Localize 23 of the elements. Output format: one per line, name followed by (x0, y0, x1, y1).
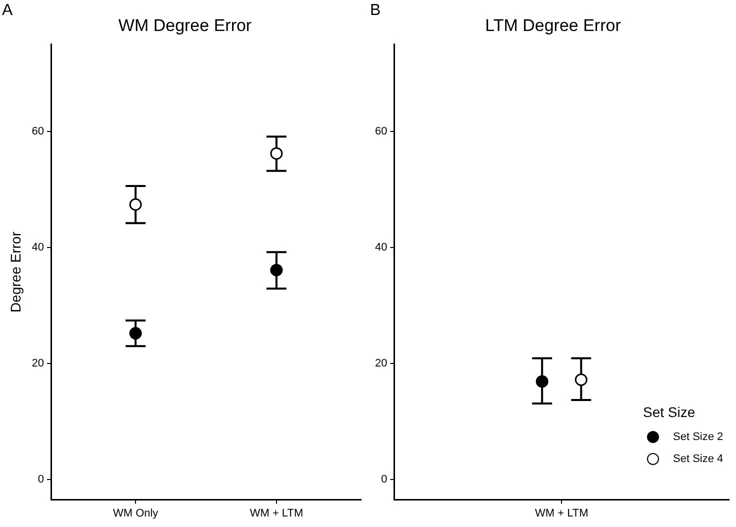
text: A (2, 2, 13, 20)
y-tick-label: 60 (32, 125, 44, 138)
y-tick-label: 0 (38, 474, 44, 486)
x-tick-label: WM Only (112, 507, 159, 520)
y-tick-label: 0 (381, 474, 388, 486)
chart-title: LTM Degree Error (485, 16, 622, 35)
x-tick-label: WM + LTM (534, 507, 588, 520)
y-tick-label: 40 (374, 241, 388, 254)
point (129, 327, 142, 340)
legend-label: Set Size 2 (673, 430, 724, 443)
chart-title: WM Degree Error (118, 16, 252, 35)
y-tick-label: 20 (374, 358, 388, 370)
x-tick-label: WM + LTM (250, 507, 304, 520)
point (270, 147, 283, 160)
text: B (370, 2, 381, 20)
legend-title: Set Size (643, 404, 696, 420)
y-tick-label: 20 (32, 358, 44, 370)
legend-label: Set Size 4 (673, 452, 724, 465)
y-axis-title: Degree Error (7, 231, 24, 313)
y-tick-label: 40 (32, 241, 44, 254)
y-tick-label: 60 (374, 125, 388, 138)
point (270, 264, 283, 276)
point (129, 198, 142, 211)
